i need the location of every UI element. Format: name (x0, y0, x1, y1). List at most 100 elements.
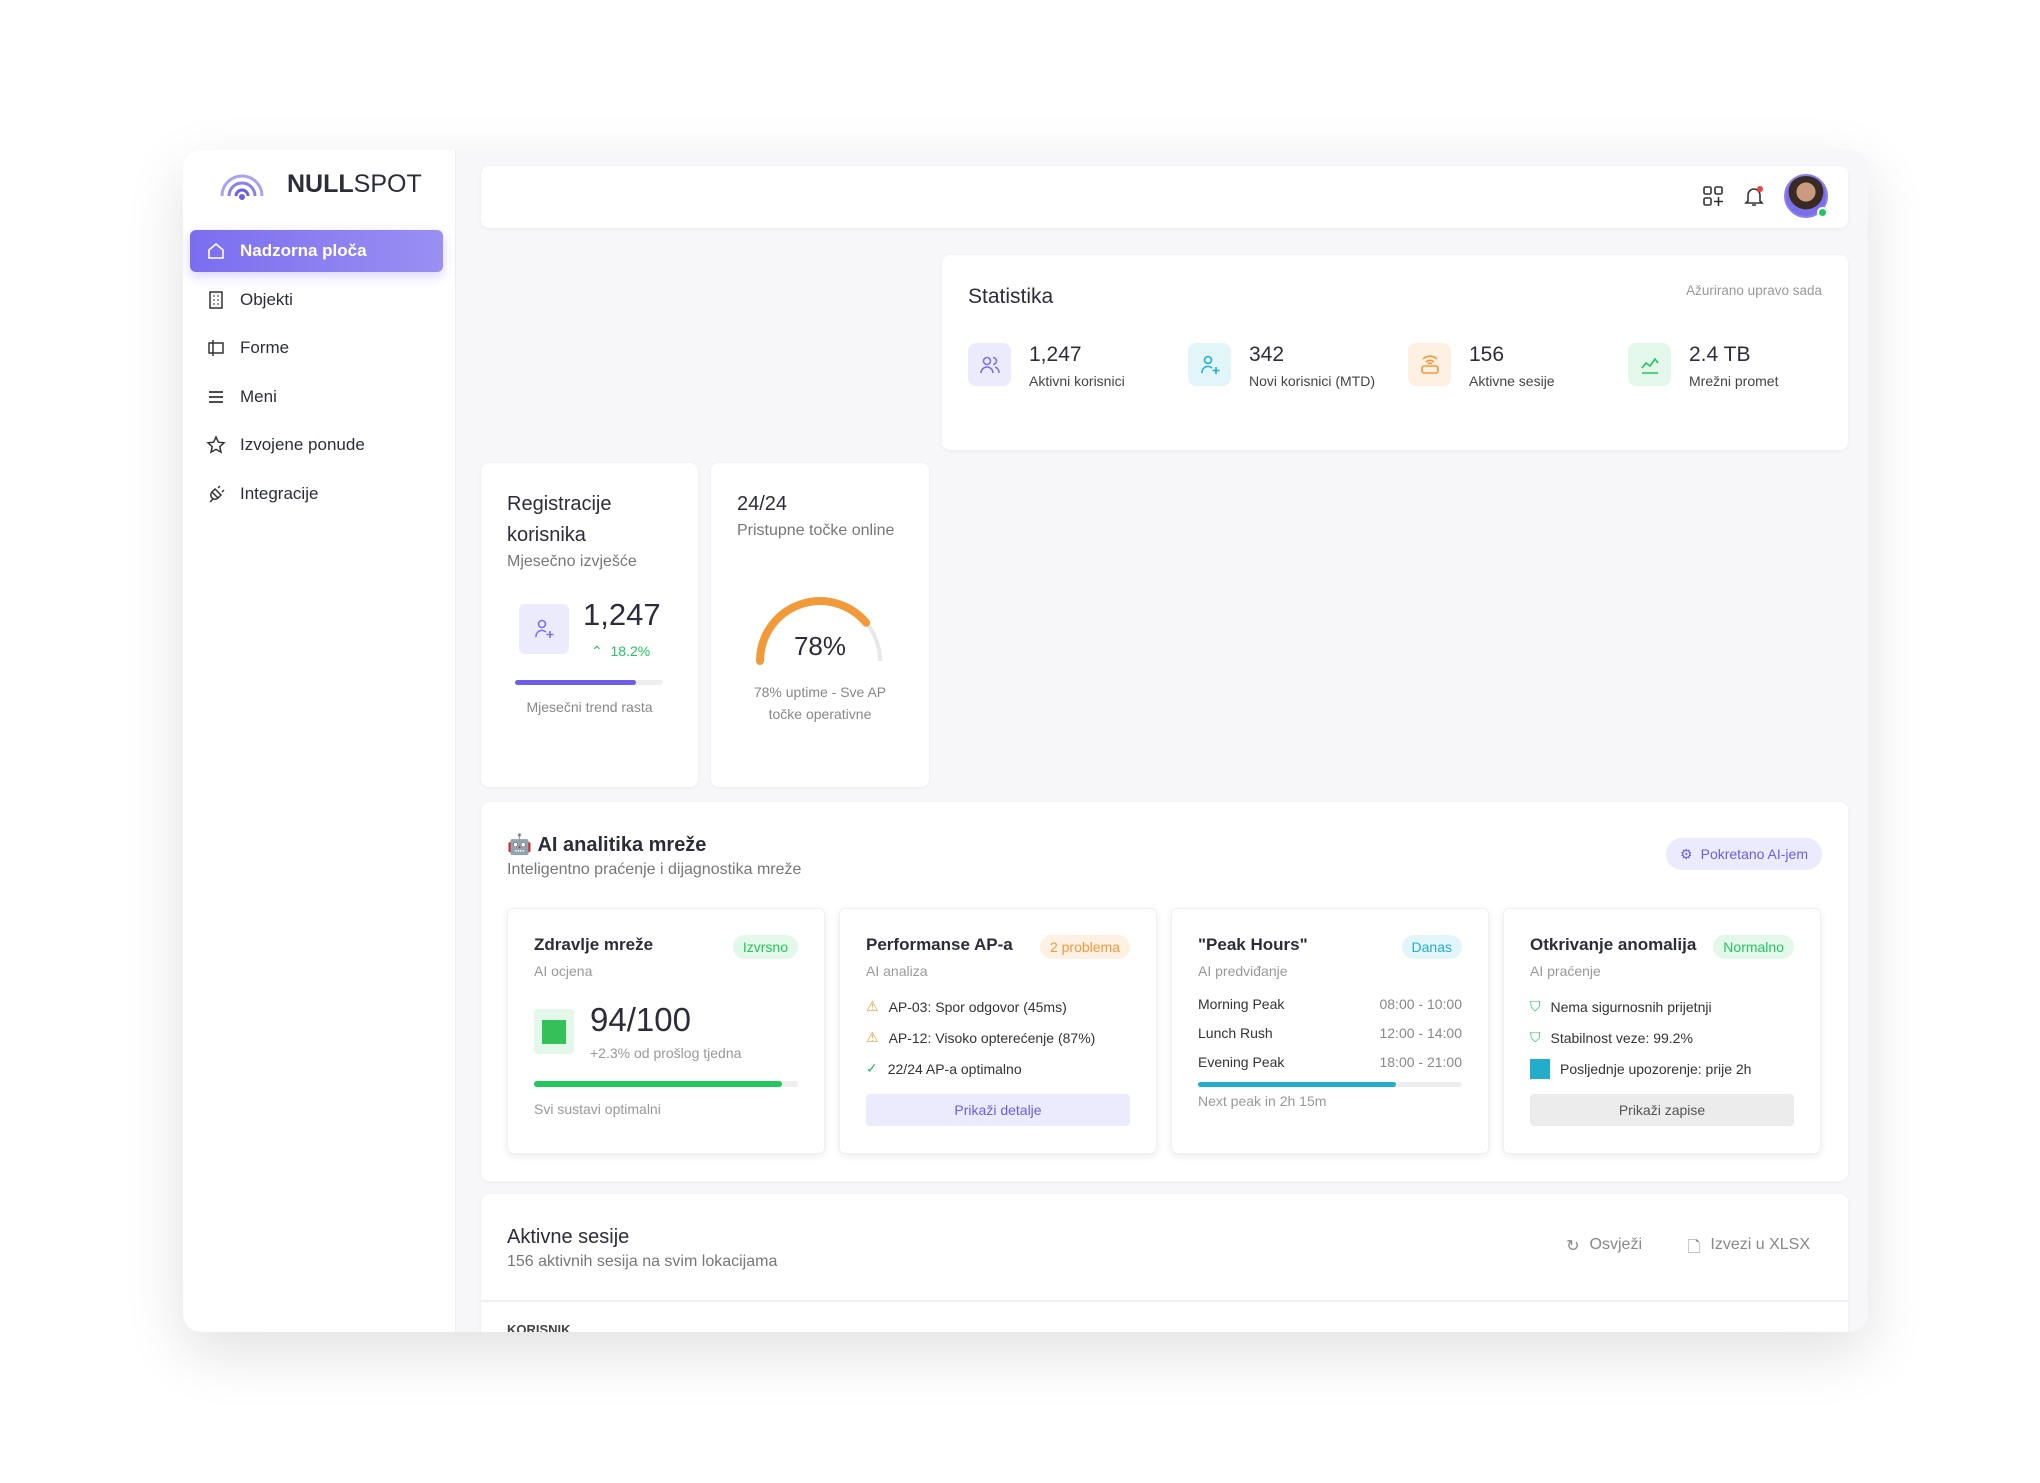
shield-icon: ⛉ (1530, 1029, 1541, 1045)
active-sessions-card: Aktivne sesije 156 aktivnih sesija na sv… (481, 1194, 1848, 1332)
peak-row: Lunch Rush 12:00 - 14:00 (1198, 1024, 1462, 1041)
stat-label: Novi korisnici (MTD) (1249, 373, 1375, 389)
menu-icon (209, 390, 223, 403)
growth-caption: Mjesečni trend rasta (526, 699, 653, 715)
sidebar-nav: Nadzorna ploča Objekti Forme Meni Izvoje… (190, 230, 443, 521)
sidebar-item-label: Izvojene ponude (240, 435, 365, 454)
status-badge: 2 problema (1039, 935, 1130, 959)
sessions-title: Aktivne sesije (507, 1226, 630, 1248)
issue-row: ⚠ AP-12: Visoko opterećenje (87%) (866, 1029, 1096, 1046)
home-icon (208, 242, 224, 259)
registrations-value: 1,247 (583, 597, 661, 632)
issue-row: ⚠ AP-03: Spor odgovor (45ms) (866, 998, 1067, 1015)
chart-icon (1628, 343, 1671, 386)
registrations-title: Registracije korisnika (507, 493, 612, 546)
health-caption: Svi sustavi optimalni (534, 1101, 661, 1117)
router-icon (1408, 343, 1451, 386)
brand-name: NULLSPOT (287, 169, 422, 198)
ap-caption: 78% uptime - Sve AP točke operativne (753, 684, 887, 722)
sidebar-item-forms[interactable]: Forme (190, 327, 443, 369)
sidebar-item-dashboard[interactable]: Nadzorna ploča (190, 230, 443, 272)
sidebar-item-label: Forme (240, 338, 290, 357)
stat-label: Mrežni promet (1689, 373, 1779, 389)
form-icon (208, 340, 224, 356)
show-logs-button[interactable]: Prikaži zapise (1530, 1094, 1794, 1126)
card-subtitle: AI predviđanje (1198, 963, 1288, 979)
sidebar-item-integrations[interactable]: Integracije (190, 473, 443, 515)
card-subtitle: AI ocjena (534, 963, 593, 979)
refresh-button[interactable]: ↻ Osvježi (1566, 1236, 1642, 1255)
brain-icon: ⚙ (1680, 845, 1693, 862)
card-title: Performanse AP-a (866, 935, 1013, 954)
ok-row: ✓ 22/24 AP-a optimalno (866, 1060, 1022, 1077)
status-badge: Izvrsno (732, 935, 798, 959)
star-icon (206, 435, 226, 454)
sidebar-item-featured-offers[interactable]: Izvojene ponude (190, 424, 443, 466)
bell-icon[interactable] (1742, 184, 1766, 208)
gauge-percent: 78% (793, 631, 847, 661)
access-points-card: 24/24 Pristupne točke online 78% 78% upt… (711, 463, 929, 787)
card-subtitle: AI analiza (866, 963, 928, 979)
stat-active-users: 1,247 Aktivni korisnici (968, 343, 1125, 389)
registrations-change: ⌃ 18.2% (591, 643, 651, 659)
card-title: Otkrivanje anomalija (1530, 935, 1697, 954)
peak-row: Morning Peak 08:00 - 10:00 (1198, 995, 1462, 1012)
ai-title: 🤖 AI analitika mreže (507, 834, 707, 856)
anomaly-detection-card: Otkrivanje anomalija Normalno AI praćenj… (1503, 908, 1821, 1154)
stat-label: Aktivni korisnici (1029, 373, 1125, 389)
apps-add-icon[interactable] (1702, 185, 1724, 207)
sessions-subtitle: 156 aktivnih sesija na svim lokacijama (507, 1253, 778, 1270)
file-icon: 🗋 (1687, 1239, 1701, 1256)
warning-icon: ⚠ (866, 1029, 879, 1045)
building-icon (209, 290, 223, 309)
health-progress-bar (534, 1081, 798, 1087)
robot-icon: 🤖 (507, 834, 532, 856)
stat-value: 342 (1249, 343, 1285, 366)
user-plus-icon (1188, 343, 1231, 386)
health-delta: +2.3% od prošlog tjedna (590, 1045, 742, 1061)
anomaly-row: ⛉ Nema sigurnosnih prijetnji (1530, 998, 1712, 1015)
sidebar-item-menu[interactable]: Meni (190, 376, 443, 418)
ai-analytics-section: 🤖 AI analitika mreže Inteligentno praćen… (481, 802, 1848, 1181)
online-status-dot (1817, 207, 1828, 218)
status-badge: Danas (1401, 935, 1462, 959)
check-icon: ✓ (866, 1060, 878, 1076)
refresh-icon: ↻ (1566, 1238, 1580, 1255)
export-xlsx-button[interactable]: 🗋 Izvezi u XLSX (1688, 1236, 1810, 1263)
stats-title: Statistika (968, 285, 1054, 308)
sidebar-item-label: Integracije (240, 483, 319, 503)
powered-by-ai-badge: ⚙ Pokretano AI-jem (1666, 838, 1822, 870)
stat-label: Aktivne sesije (1469, 373, 1555, 389)
sidebar-item-objects[interactable]: Objekti (190, 279, 443, 321)
next-peak-caption: Next peak in 2h 15m (1198, 1093, 1327, 1109)
ap-count: 24/24 (737, 493, 788, 515)
health-square-icon (534, 1009, 574, 1054)
alert-square-icon (1530, 1058, 1550, 1079)
peak-hours-card: "Peak Hours" Danas AI predviđanje Mornin… (1171, 908, 1489, 1154)
users-icon (968, 343, 1011, 386)
shield-icon: ⛉ (1530, 998, 1541, 1014)
updated-label: Ažurirano upravo sada (1686, 283, 1822, 298)
health-score: 94/100 (590, 1001, 691, 1038)
anomaly-row: Posljednje upozorenje: prije 2h (1530, 1053, 1794, 1084)
app-window: NULLSPOT Nadzorna ploča Objekti Forme Me… (183, 150, 1868, 1332)
sidebar-item-label: Meni (240, 386, 277, 406)
registrations-subtitle: Mjesečno izvješće (507, 553, 637, 570)
avatar[interactable] (1784, 174, 1828, 218)
sidebar-item-label: Objekti (240, 289, 293, 309)
ai-subtitle: Inteligentno praćenje i dijagnostika mre… (507, 861, 802, 878)
sidebar: NULLSPOT Nadzorna ploča Objekti Forme Me… (183, 150, 456, 1332)
stat-new-users: 342 Novi korisnici (MTD) (1188, 343, 1375, 389)
show-details-button[interactable]: Prikaži detalje (866, 1094, 1130, 1126)
card-title: "Peak Hours" (1198, 935, 1308, 954)
plug-icon (209, 484, 225, 503)
peak-progress-bar (1198, 1082, 1462, 1087)
wifi-logo-icon (220, 174, 264, 200)
user-plus-icon (519, 604, 569, 654)
statistics-card: Statistika Ažurirano upravo sada 1,247 Ak… (942, 255, 1848, 450)
stat-value: 1,247 (1029, 343, 1082, 366)
stat-active-sessions: 156 Aktivne sesije (1408, 343, 1555, 389)
growth-progress-bar (515, 680, 663, 685)
warning-icon: ⚠ (866, 998, 879, 1014)
ap-performance-card: Performanse AP-a 2 problema AI analiza ⚠… (839, 908, 1157, 1154)
